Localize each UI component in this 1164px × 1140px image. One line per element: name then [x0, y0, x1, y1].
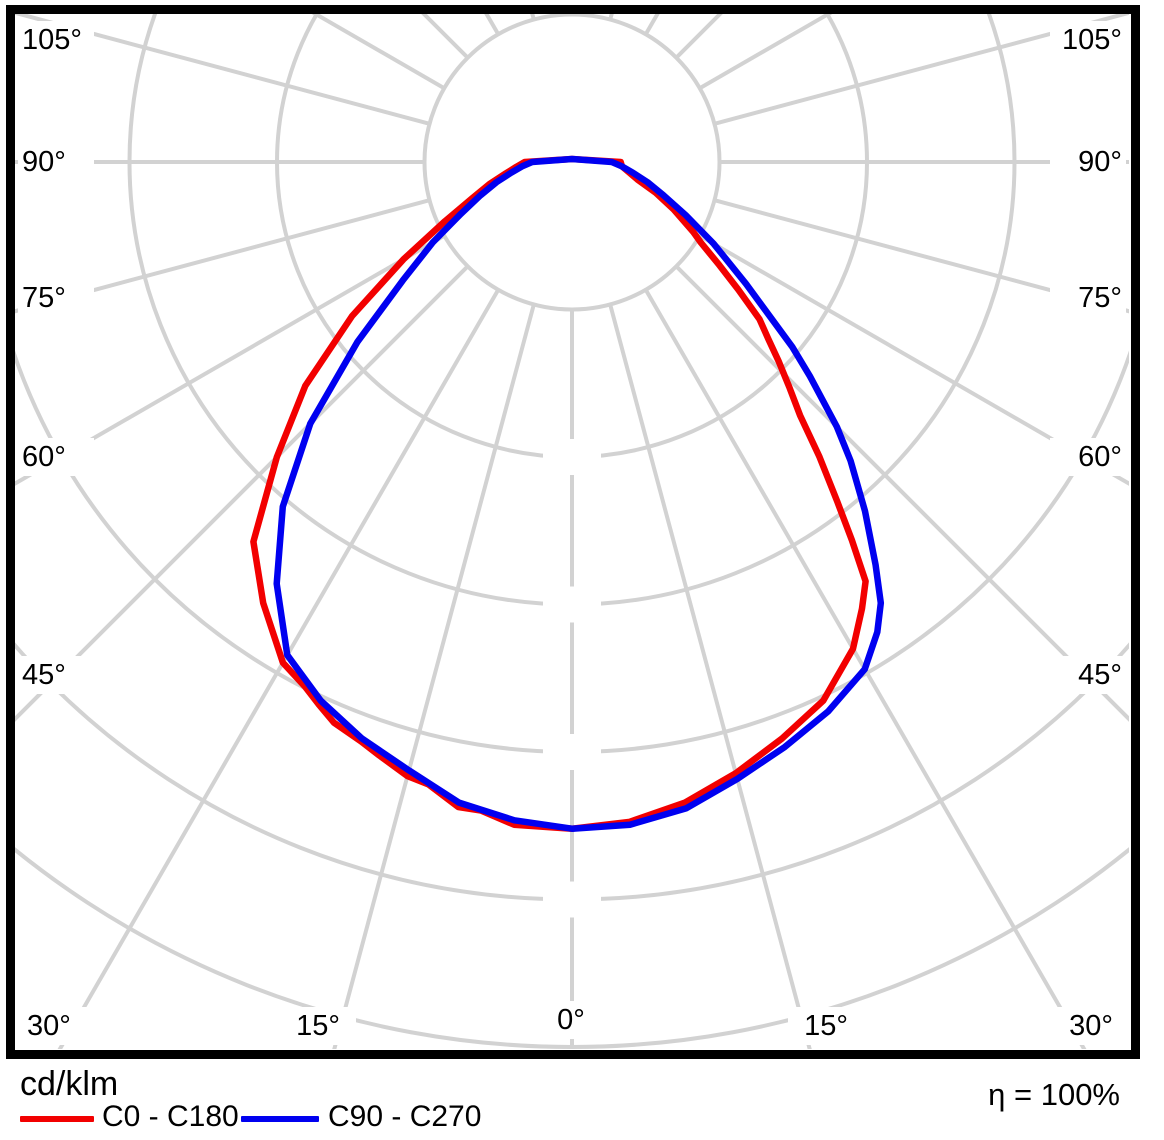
legend-label-c0-c180: C0 - C180: [102, 1100, 239, 1133]
curve-c0-c180: [250, 155, 869, 832]
angle-label-gap: [1041, 1007, 1117, 1045]
angle-label: 105°: [22, 24, 82, 56]
angle-label-gap: [533, 1001, 609, 1039]
angle-label-gap: [18, 143, 94, 181]
grid-ring: [15, 350, 1129, 754]
grid-spoke: [15, 264, 470, 722]
angle-label: 90°: [1078, 146, 1122, 178]
angle-label-gap: [788, 1007, 864, 1045]
efficiency-label: η = 100%: [988, 1077, 1120, 1112]
grid-spoke: [608, 303, 812, 1049]
angle-label: 75°: [1078, 282, 1122, 314]
angle-label: 105°: [1062, 24, 1122, 56]
ring-label-gap: [543, 586, 601, 623]
grid-spoke: [644, 288, 1087, 1049]
ring-label-gap: [543, 734, 601, 770]
angle-label: 15°: [804, 1010, 848, 1042]
angle-label: 0°: [557, 1004, 585, 1036]
angle-label: 30°: [1069, 1010, 1113, 1042]
angle-label-gap: [18, 21, 94, 59]
legend-swatch-blue: [241, 1116, 319, 1122]
grid-spoke: [674, 264, 1129, 722]
angle-label-gap: [18, 438, 94, 476]
angle-label-gap: [1050, 279, 1126, 317]
angle-label-gap: [18, 279, 94, 317]
polar-chart: 105° 90° 75° 60° 45° 30° 105° 90° 75° 60° 45° 30° 15…: [6, 5, 1140, 1059]
angle-label: 60°: [1078, 441, 1122, 473]
angle-label-gap: [1050, 656, 1126, 694]
grid-spoke: [15, 14, 431, 126]
angle-label-gap: [280, 1007, 356, 1045]
angle-label-gap: [23, 1007, 99, 1045]
ring-label-gap: [543, 439, 601, 475]
angle-label: 60°: [22, 441, 66, 473]
legend-swatch-red: [20, 1116, 94, 1122]
grid-spoke: [713, 14, 1129, 126]
angle-label: 15°: [296, 1010, 340, 1042]
angle-label-gap: [1050, 438, 1126, 476]
grid-spoke: [332, 303, 536, 1049]
radial-unit-label: cd/klm: [20, 1065, 119, 1103]
grid-spoke: [57, 288, 500, 1049]
angle-label-gap: [1050, 143, 1126, 181]
plot-frame: [6, 5, 1140, 1059]
grid-spoke: [15, 198, 431, 314]
angle-label: 45°: [22, 659, 66, 691]
angle-label: 90°: [22, 146, 66, 178]
angle-label-gap: [1050, 21, 1126, 59]
legend-label-c90-c270: C90 - C270: [328, 1100, 482, 1133]
grid-spoke: [713, 198, 1129, 314]
ring-label-gap: [543, 881, 601, 918]
angle-label: 75°: [22, 282, 66, 314]
angle-label: 30°: [27, 1010, 71, 1042]
angle-label-gap: [18, 656, 94, 694]
curve-c90-c270: [273, 155, 885, 832]
angle-label: 45°: [1078, 659, 1122, 691]
